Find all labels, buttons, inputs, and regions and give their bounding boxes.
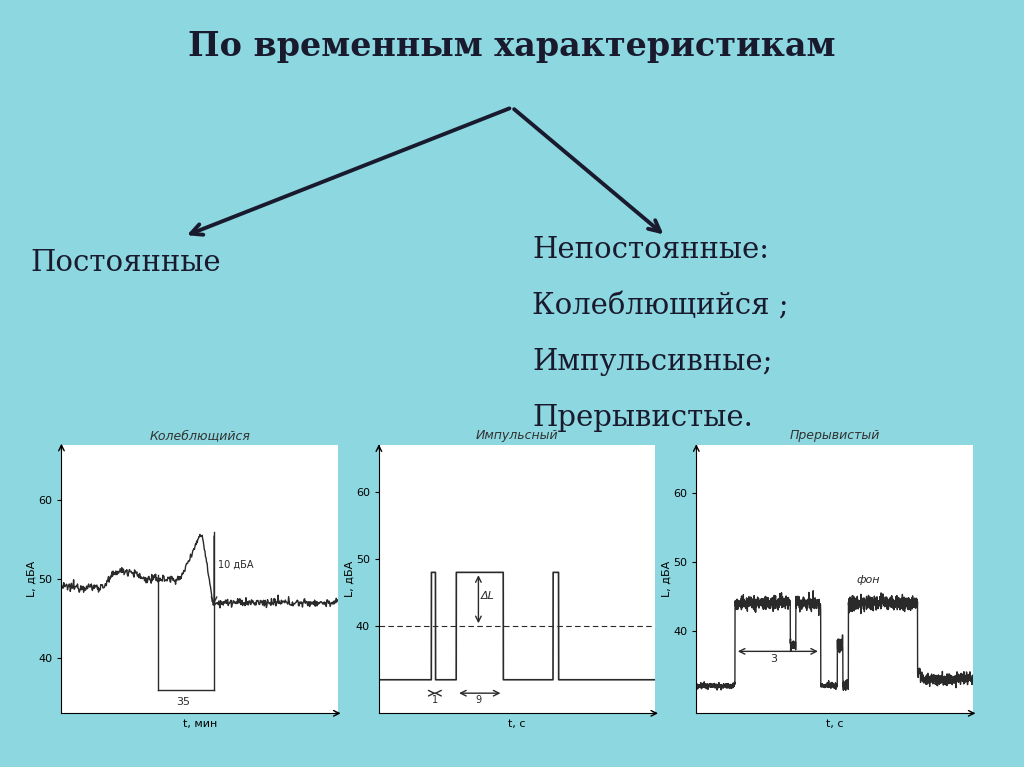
Text: 35: 35	[176, 697, 190, 707]
Text: 1: 1	[432, 695, 438, 705]
Title: Прерывистый: Прерывистый	[790, 430, 880, 443]
Text: Импульсивные;: Импульсивные;	[532, 348, 773, 376]
Text: фон: фон	[857, 574, 881, 584]
Text: Постоянные: Постоянные	[31, 249, 221, 277]
Text: Колеблющийся ;: Колеблющийся ;	[532, 292, 790, 320]
Title: Колеблющийся: Колеблющийся	[150, 430, 250, 443]
Text: По временным характеристикам: По временным характеристикам	[188, 30, 836, 63]
Y-axis label: L, дБА: L, дБА	[344, 561, 354, 597]
X-axis label: t, с: t, с	[825, 719, 844, 729]
Title: Импульсный: Импульсный	[476, 430, 558, 443]
Y-axis label: L, дБА: L, дБА	[27, 561, 37, 597]
Text: Непостоянные:: Непостоянные:	[532, 236, 769, 265]
Text: 10 дБА: 10 дБА	[218, 559, 253, 569]
Text: ΔL: ΔL	[481, 591, 495, 601]
Text: 9: 9	[475, 695, 481, 705]
Y-axis label: L, дБА: L, дБА	[662, 561, 672, 597]
Text: Прерывистые.: Прерывистые.	[532, 403, 754, 432]
X-axis label: t, мин: t, мин	[182, 719, 217, 729]
Text: 3: 3	[770, 653, 777, 663]
X-axis label: t, с: t, с	[508, 719, 526, 729]
